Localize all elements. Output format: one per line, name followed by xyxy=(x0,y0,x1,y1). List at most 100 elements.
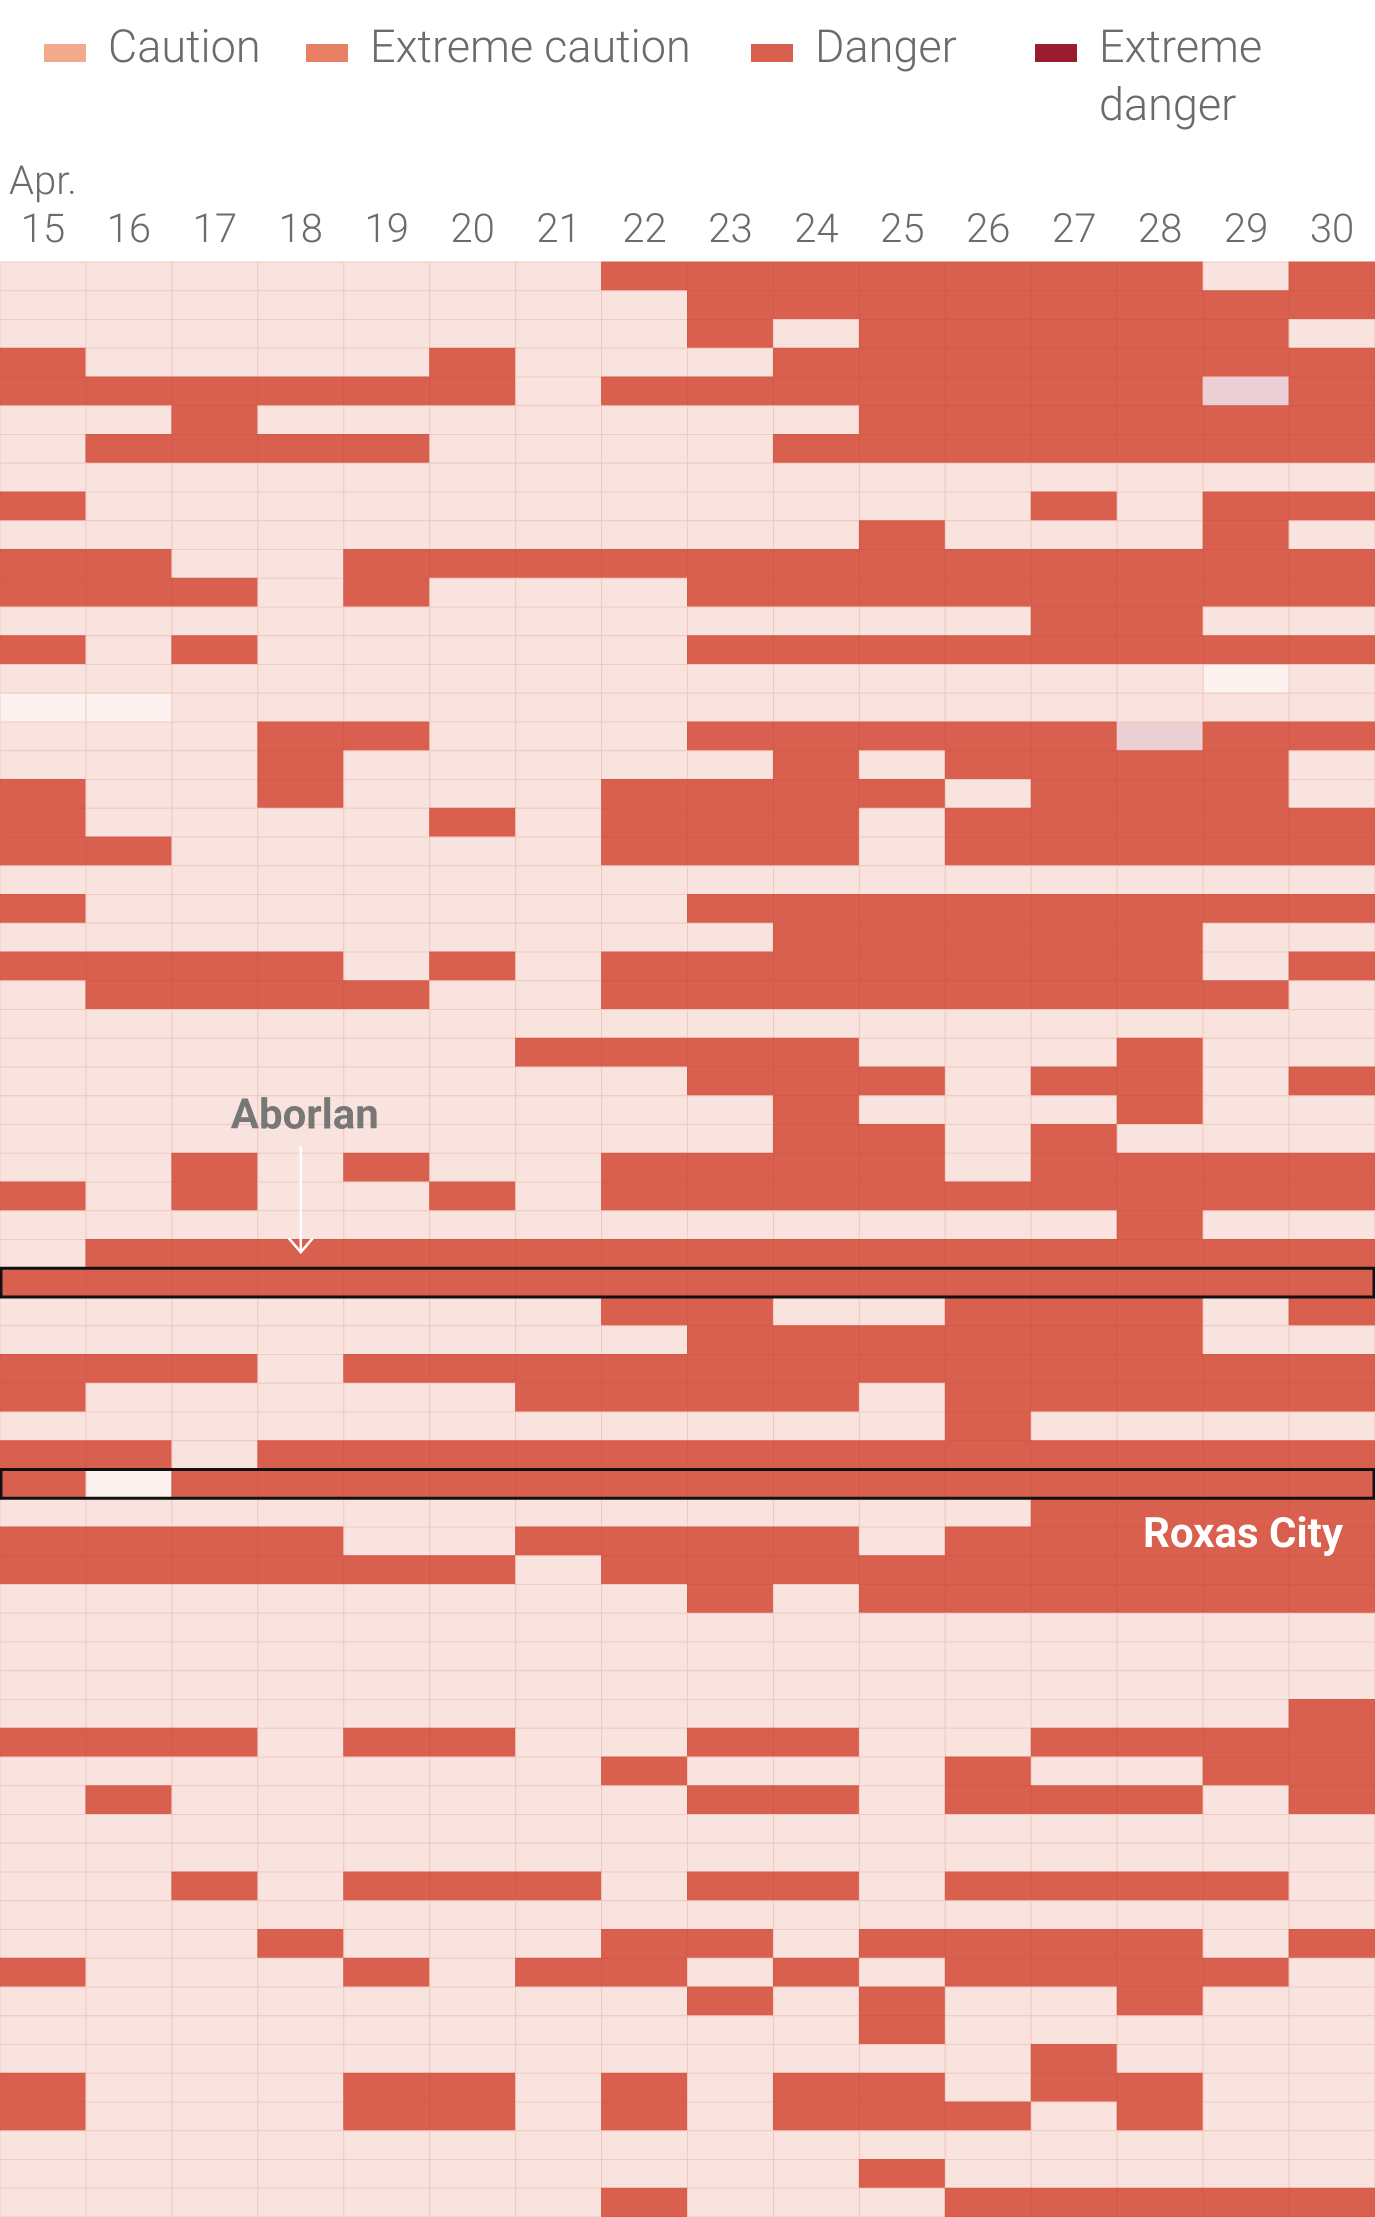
heat-cell xyxy=(772,491,860,522)
heat-cell xyxy=(772,865,860,895)
heat-cell xyxy=(257,980,345,1010)
heat-cell xyxy=(1202,1900,1290,1930)
heat-cell xyxy=(515,1382,603,1413)
heat-cell xyxy=(343,1900,431,1930)
heat-cell xyxy=(1288,1037,1375,1068)
heat-cell xyxy=(1288,1785,1375,1815)
heat-cell xyxy=(687,2015,774,2045)
heat-cell xyxy=(858,1411,946,1442)
heat-cell xyxy=(601,1296,688,1327)
heat-cell xyxy=(687,664,774,694)
heat-cell xyxy=(1030,894,1118,924)
heat-cell xyxy=(944,750,1032,780)
heat-cell xyxy=(515,1124,603,1154)
heat-cell xyxy=(85,1469,173,1499)
heat-cell xyxy=(0,1842,87,1873)
heat-cell xyxy=(343,635,431,665)
heat-cell xyxy=(601,2044,688,2074)
heat-cell xyxy=(429,980,517,1010)
heat-cell xyxy=(515,606,603,637)
heat-cell xyxy=(687,1670,774,1700)
heat-cell xyxy=(515,1181,603,1212)
heat-cell xyxy=(1030,1354,1118,1384)
heat-cell xyxy=(772,1957,860,1988)
heat-cell xyxy=(687,434,774,464)
heat-cell xyxy=(85,980,173,1010)
heat-cell xyxy=(343,1066,431,1097)
heat-cell xyxy=(772,1584,860,1614)
highlight-box xyxy=(0,1468,1375,1500)
heat-cell xyxy=(601,376,688,407)
heat-cell xyxy=(343,434,431,464)
heat-cell xyxy=(171,1267,259,1298)
heat-cell xyxy=(171,376,259,407)
heat-cell xyxy=(515,1095,603,1125)
heat-cell xyxy=(687,1095,774,1125)
heat-cell xyxy=(0,750,87,780)
heat-cell xyxy=(858,549,946,579)
heat-cell xyxy=(1030,1814,1118,1844)
heat-cell xyxy=(944,1210,1032,1240)
heat-cell xyxy=(429,290,517,320)
heat-cell xyxy=(85,1699,173,1729)
heat-cell xyxy=(171,894,259,924)
heat-cell xyxy=(85,1584,173,1614)
heat-cell xyxy=(687,405,774,435)
heat-cell xyxy=(0,2044,87,2074)
heat-cell xyxy=(858,2072,946,2103)
heat-cell xyxy=(944,1756,1032,1787)
heat-cell xyxy=(515,376,603,407)
heat-cell xyxy=(0,1526,87,1557)
heat-cell xyxy=(343,1785,431,1815)
heat-cell xyxy=(772,462,860,493)
heat-cell xyxy=(515,347,603,378)
heat-cell xyxy=(1288,376,1375,407)
heat-cell xyxy=(1288,1727,1375,1758)
heat-cell xyxy=(85,577,173,608)
heat-cell xyxy=(601,549,688,579)
heat-cell xyxy=(1288,1612,1375,1643)
heat-cell xyxy=(171,1325,259,1355)
heat-cell xyxy=(171,1699,259,1729)
heat-cell xyxy=(1288,319,1375,349)
heat-cell xyxy=(1030,1325,1118,1355)
heat-cell xyxy=(772,1756,860,1787)
heat-cell xyxy=(343,1497,431,1528)
heat-cell xyxy=(1202,1095,1290,1125)
heat-cell xyxy=(171,1814,259,1844)
heat-cell xyxy=(85,721,173,752)
heat-cell xyxy=(429,1756,517,1787)
heat-cell xyxy=(429,520,517,550)
heat-cell xyxy=(85,1929,173,1959)
heat-cell xyxy=(0,606,87,637)
heat-cell xyxy=(171,951,259,982)
heat-cell xyxy=(343,577,431,608)
heat-cell xyxy=(601,2015,688,2045)
heat-cell xyxy=(429,1526,517,1557)
heat-cell xyxy=(944,1871,1032,1902)
heat-cell xyxy=(772,1296,860,1327)
heat-cell xyxy=(429,2159,517,2189)
heat-cell xyxy=(1030,2101,1118,2132)
heat-cell xyxy=(171,1641,259,1672)
heat-cell xyxy=(257,1641,345,1672)
heat-cell xyxy=(343,405,431,435)
heat-cell xyxy=(944,692,1032,723)
heat-cell xyxy=(0,1756,87,1787)
heat-cell xyxy=(429,1727,517,1758)
heat-cell xyxy=(1030,261,1118,292)
heat-cell xyxy=(429,549,517,579)
heat-cell xyxy=(687,1267,774,1298)
heat-cell xyxy=(343,980,431,1010)
heat-cell xyxy=(1288,836,1375,867)
heat-cell xyxy=(1116,1152,1204,1183)
heat-cell xyxy=(601,520,688,550)
heat-cell xyxy=(257,836,345,867)
heat-cell xyxy=(687,1900,774,1930)
heat-cell xyxy=(944,1239,1032,1269)
heat-cell xyxy=(429,635,517,665)
heat-cell xyxy=(515,1239,603,1269)
heat-cell xyxy=(429,1124,517,1154)
heat-cell xyxy=(171,319,259,349)
heat-cell xyxy=(515,1957,603,1988)
